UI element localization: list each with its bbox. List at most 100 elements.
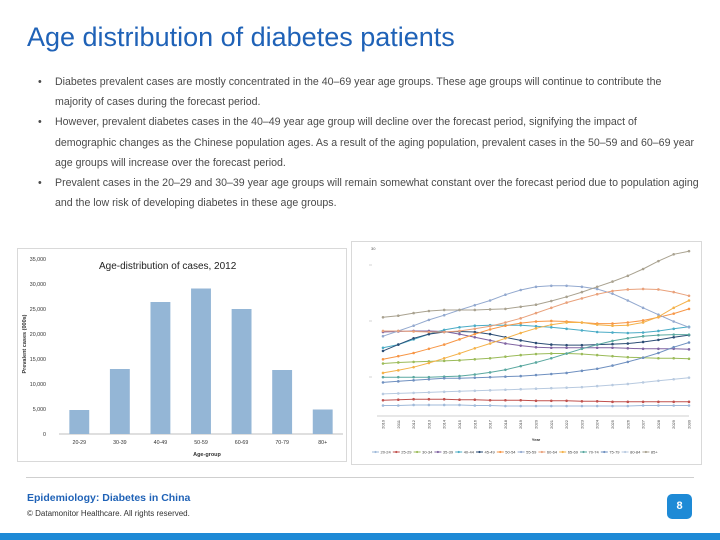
line-point	[687, 299, 691, 302]
line-point	[473, 398, 477, 402]
line-point	[687, 307, 691, 311]
line-chart-x-tick: 2011	[396, 419, 401, 428]
line-point	[458, 398, 461, 402]
legend-label: 30-34	[422, 450, 433, 455]
line-point	[473, 303, 477, 307]
line-point	[657, 347, 660, 351]
line-point	[519, 331, 522, 335]
line-point	[534, 320, 538, 323]
line-point	[534, 352, 538, 356]
line-point	[412, 330, 415, 333]
line-point	[397, 361, 400, 364]
line-point	[580, 352, 584, 356]
line-point	[397, 380, 400, 383]
line-point	[458, 325, 461, 329]
line-point	[442, 397, 446, 401]
line-point	[488, 339, 492, 342]
line-chart-x-tick: 2028	[656, 419, 661, 429]
line-point	[427, 375, 431, 379]
line-point	[473, 389, 477, 393]
line-point	[611, 354, 614, 358]
line-point	[534, 399, 538, 403]
line-point	[442, 356, 446, 360]
line-point	[626, 331, 630, 335]
line-point	[672, 356, 675, 360]
line-point	[626, 288, 630, 291]
line-point	[427, 332, 431, 336]
bar-chart-y-tick: 10,000	[30, 382, 46, 388]
line-point	[626, 274, 630, 278]
line-point	[687, 294, 691, 298]
line-point	[672, 377, 675, 381]
line-point	[381, 346, 385, 350]
line-point	[565, 404, 568, 408]
bar-chart-x-tick: 40-49	[154, 440, 168, 446]
line-point	[595, 292, 599, 296]
line-point	[504, 307, 507, 311]
line-point	[580, 404, 584, 408]
line-point	[442, 343, 446, 346]
legend-label: 85+	[651, 450, 658, 455]
line-point	[458, 403, 461, 407]
line-point	[381, 334, 385, 338]
bar-chart-y-label: Prevalent cases (000s)	[22, 314, 28, 373]
line-point	[672, 320, 675, 323]
line-point	[534, 387, 538, 390]
bar-chart-x-tick: 60-69	[235, 440, 249, 446]
line-point	[626, 323, 630, 327]
line-chart-x-tick: 2027	[641, 419, 646, 429]
line-point	[473, 373, 477, 376]
line-chart-x-tick: 2012	[411, 419, 416, 429]
line-point	[687, 357, 691, 361]
legend-marker	[540, 450, 543, 454]
line-point	[657, 338, 660, 342]
line-point	[534, 341, 538, 345]
line-point	[458, 359, 461, 362]
line-chart-x-tick: 2014	[442, 419, 447, 429]
legend-label: 40-44	[464, 450, 475, 455]
bar-chart-x-tick: 30-39	[113, 440, 127, 446]
line-chart-x-tick: 2019	[518, 419, 523, 429]
line-point	[534, 404, 538, 408]
line-point	[565, 295, 568, 299]
line-point	[519, 317, 522, 320]
bar-chart-panel: Age-distribution of cases, 2012 Age-grou…	[17, 248, 347, 462]
bar	[312, 409, 333, 434]
line-point	[534, 361, 538, 364]
line-point	[504, 342, 507, 345]
line-point	[458, 338, 461, 341]
line-point	[473, 308, 477, 312]
bar-chart-x-label: Age-group	[193, 452, 221, 458]
line-point	[412, 324, 415, 327]
line-chart-x-tick: 2024	[595, 419, 600, 429]
line-point	[519, 305, 522, 309]
line-point	[534, 327, 538, 330]
line-point	[687, 333, 691, 336]
line-point	[611, 342, 614, 346]
line-point	[427, 330, 431, 334]
line-point	[611, 331, 614, 334]
line-point	[397, 398, 400, 402]
line-point	[488, 299, 492, 302]
line-point	[611, 346, 614, 350]
line-point	[519, 374, 522, 378]
line-chart-x-tick: 2018	[503, 419, 508, 429]
line-point	[412, 337, 415, 340]
line-point	[565, 386, 568, 389]
line-chart-x-tick: 2021	[549, 419, 554, 429]
bar-chart-y-tick: 20,000	[30, 332, 46, 338]
line-point	[442, 328, 446, 332]
line-point	[427, 347, 431, 351]
line-point	[473, 332, 477, 336]
line-point	[550, 404, 553, 408]
line-point	[657, 404, 660, 407]
line-chart-panel: 30 Year 2010 2011 2012 2013 2014 2015 2016 2017…	[351, 241, 702, 465]
line-point	[427, 377, 431, 381]
line-chart-x-tick: 2022	[564, 419, 569, 429]
bullet-text: Prevalent cases in the 20–29 and 30–39 y…	[55, 177, 699, 210]
line-point	[687, 376, 691, 379]
slide-title: Age distribution of diabetes patients	[27, 22, 455, 52]
line-point	[550, 343, 553, 346]
line-point	[611, 322, 614, 325]
line-point	[611, 400, 614, 404]
